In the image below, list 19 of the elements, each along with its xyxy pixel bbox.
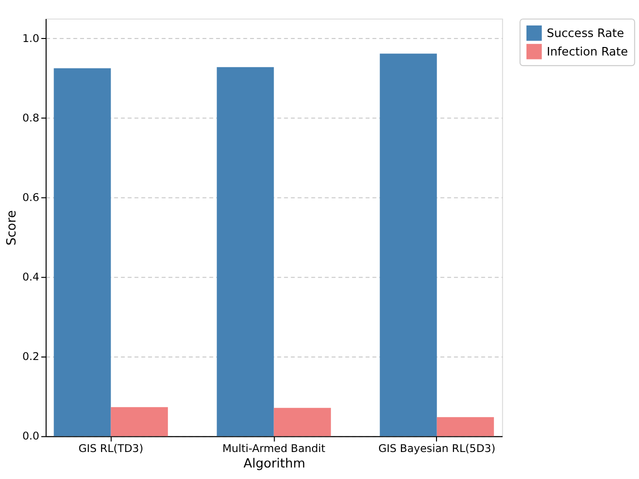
x-tick-label: GIS Bayesian RL(5D3) bbox=[378, 442, 496, 456]
y-axis-title: Score bbox=[4, 210, 19, 246]
legend-label: Infection Rate bbox=[546, 44, 628, 58]
y-tick-label: 0.6 bbox=[22, 190, 40, 204]
legend-label: Success Rate bbox=[546, 26, 624, 40]
x-tick-label: GIS RL(TD3) bbox=[78, 442, 144, 456]
bar bbox=[54, 68, 111, 436]
x-axis-title: Algorithm bbox=[243, 456, 306, 471]
bar bbox=[274, 408, 331, 436]
bar bbox=[380, 54, 437, 436]
x-tick-label: Multi-Armed Bandit bbox=[222, 442, 326, 456]
y-tick-label: 0.8 bbox=[22, 111, 40, 124]
bar bbox=[110, 407, 168, 436]
y-tick-label: 0.2 bbox=[22, 350, 40, 364]
bar bbox=[216, 67, 274, 436]
y-tick-label: 0.0 bbox=[22, 430, 40, 443]
y-tick-label: 0.4 bbox=[22, 270, 40, 284]
bar bbox=[436, 417, 494, 436]
y-tick-label: 1.0 bbox=[22, 32, 40, 45]
